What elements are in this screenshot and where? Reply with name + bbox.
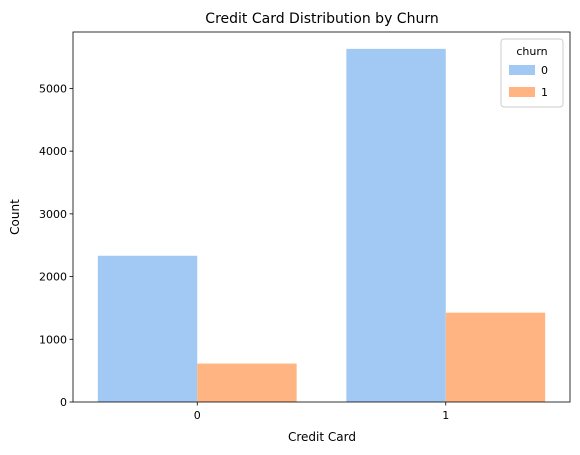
bar-cat-0-churn-0 [97,255,198,402]
legend-swatch-1 [509,87,535,97]
legend-label-1: 1 [541,86,548,99]
y-axis-label: Count [8,199,22,235]
bar-cat-1-churn-1 [445,312,546,402]
y-tick-label: 0 [60,396,67,409]
chart-title: Credit Card Distribution by Churn [205,11,438,27]
bar-cat-0-churn-1 [197,363,297,402]
bar-cat-1-churn-0 [346,48,446,402]
y-axis: 0 1000 2000 3000 4000 5000 [39,82,73,409]
x-tick-label: 0 [194,409,201,422]
bars-group [97,48,546,402]
legend-title: churn [516,45,547,58]
y-tick-label: 1000 [39,333,67,346]
y-tick-label: 3000 [39,208,67,221]
y-tick-label: 5000 [39,82,67,95]
y-tick-label: 4000 [39,145,67,158]
plot-frame [72,31,571,403]
legend-label-0: 0 [541,64,548,77]
y-tick-label: 2000 [39,271,67,284]
x-tick-label: 1 [442,409,449,422]
legend: churn 0 1 [500,38,564,108]
x-axis-label: Credit Card [288,430,356,444]
legend-swatch-0 [509,65,535,75]
